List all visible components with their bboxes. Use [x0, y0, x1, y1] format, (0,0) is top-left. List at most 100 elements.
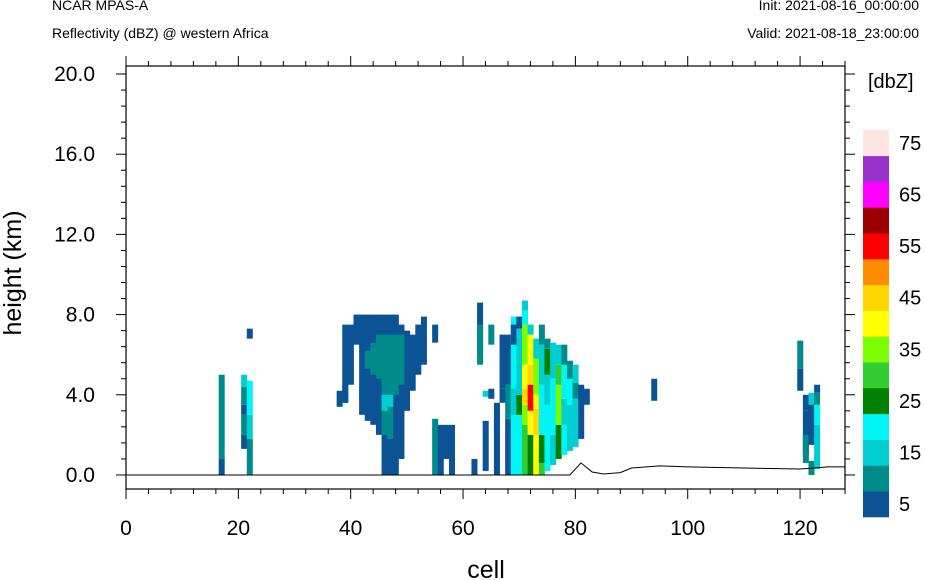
- y-tick-label-4: 16.0: [54, 143, 95, 166]
- reflectivity-cell-59: [510, 324, 517, 345]
- reflectivity-cell-41: [437, 424, 444, 475]
- reflectivity-cell-11: [342, 324, 349, 403]
- reflectivity-cell-52: [499, 388, 506, 403]
- reflectivity-cell-8: [246, 414, 253, 439]
- x-tick-label-5: 100: [670, 517, 705, 540]
- reflectivity-cell-77: [533, 434, 540, 475]
- reflectivity-cell-10: [246, 328, 253, 339]
- reflectivity-cell-110: [651, 378, 658, 401]
- reflectivity-cell-63: [516, 316, 523, 329]
- subtitle-left: Reflectivity (dBZ) @ western Africa: [52, 25, 269, 41]
- reflectivity-cell-84: [538, 384, 545, 435]
- colorbar-swatch-4: [863, 388, 889, 415]
- reflectivity-cell-68: [522, 324, 529, 365]
- x-tick-label-2: 40: [339, 517, 362, 540]
- colorbar-swatch-9: [863, 259, 889, 286]
- reflectivity-cell-13: [336, 390, 343, 407]
- reflectivity-cell-44: [471, 458, 478, 475]
- reflectivity-cell-82: [538, 462, 545, 475]
- reflectivity-cell-42: [443, 424, 450, 459]
- x-tick-label-4: 80: [564, 517, 587, 540]
- reflectivity-cell-121: [814, 392, 821, 405]
- reflectivity-cell-50: [488, 324, 495, 345]
- reflectivity-cell-36: [398, 334, 405, 385]
- reflectivity-cell-30: [364, 350, 371, 369]
- reflectivity-cell-9: [246, 380, 253, 415]
- reflectivity-cell-80: [533, 358, 540, 395]
- reflectivity-cell-96: [555, 364, 562, 385]
- colorbar-swatch-8: [863, 284, 889, 311]
- reflectivity-cell-40: [432, 418, 439, 475]
- reflectivity-cell-65: [522, 404, 529, 425]
- reflectivity-cell-100: [561, 364, 568, 399]
- reflectivity-cell-60: [516, 414, 523, 475]
- reflectivity-cell-7: [246, 438, 253, 475]
- reflectivity-cell-14: [347, 324, 354, 385]
- reflectivity-cell-37: [381, 394, 388, 411]
- x-tick-label-6: 120: [783, 517, 818, 540]
- reflectivity-cell-51: [493, 402, 500, 475]
- reflectivity-cell-47: [482, 420, 489, 471]
- reflectivity-cell-78: [533, 408, 540, 435]
- reflectivity-cell-108: [578, 384, 585, 439]
- reflectivity-cell-54: [505, 418, 512, 475]
- colorbar-swatch-3: [863, 413, 889, 440]
- reflectivity-cell-94: [555, 424, 562, 459]
- reflectivity-cell-86: [538, 324, 545, 345]
- reflectivity-cell-75: [527, 334, 534, 365]
- reflectivity-cell-34: [387, 334, 394, 439]
- x-tick-label-1: 20: [227, 517, 250, 540]
- reflectivity-cell-5: [241, 386, 248, 405]
- reflectivity-cell-119: [814, 424, 821, 469]
- colorbar-swatch-5: [863, 362, 889, 389]
- x-axis-label: cell: [467, 556, 505, 580]
- reflectivity-cell-2: [241, 434, 248, 449]
- reflectivity-cell-93: [550, 342, 557, 379]
- y-tick-label-1: 4.0: [66, 384, 95, 407]
- reflectivity-cell-117: [808, 394, 815, 445]
- reflectivity-cell-46: [477, 324, 484, 365]
- colorbar-swatch-10: [863, 233, 889, 260]
- colorbar-label-4: 45: [899, 288, 921, 310]
- reflectivity-cell-120: [814, 404, 821, 425]
- reflectivity-cell-27: [409, 334, 416, 391]
- reflectivity-cells: [218, 300, 821, 475]
- reflectivity-cell-115: [802, 394, 809, 411]
- reflectivity-cell-0: [218, 458, 225, 475]
- title-left: NCAR MPAS-A: [52, 0, 149, 13]
- reflectivity-cell-88: [544, 374, 551, 405]
- reflectivity-cell-58: [510, 388, 517, 415]
- reflectivity-cell-105: [572, 398, 579, 447]
- reflectivity-cell-18: [359, 314, 366, 415]
- colorbar-swatch-6: [863, 336, 889, 363]
- reflectivity-cell-89: [544, 348, 551, 375]
- colorbar-label-6: 65: [899, 185, 921, 207]
- reflectivity-cell-107: [572, 364, 579, 383]
- y-axis: 0.0 4.0 8.0 12.0 16.0 20.0: [54, 63, 855, 487]
- colorbar-label-2: 25: [899, 391, 921, 413]
- init-time: Init: 2021-08-16_00:00:00: [758, 0, 919, 13]
- reflectivity-cell-38: [387, 394, 394, 407]
- colorbar-unit-label: [dbZ]: [868, 71, 914, 93]
- colorbar-swatch-0: [863, 491, 889, 518]
- reflectivity-cell-26: [404, 330, 411, 411]
- reflectivity-cell-85: [538, 344, 545, 385]
- reflectivity-cell-101: [561, 344, 568, 365]
- reflectivity-cell-87: [544, 404, 551, 471]
- reflectivity-cell-95: [555, 384, 562, 425]
- colorbar-label-3: 35: [899, 339, 921, 361]
- colorbar-label-0: 5: [899, 494, 910, 516]
- reflectivity-cell-111: [797, 368, 804, 391]
- reflectivity-cell-55: [505, 384, 512, 419]
- x-tick-label-0: 0: [120, 517, 132, 540]
- reflectivity-cell-4: [241, 404, 248, 415]
- y-tick-label-3: 12.0: [54, 223, 95, 246]
- reflectivity-cell-76: [527, 324, 534, 335]
- reflectivity-cell-17: [353, 314, 360, 345]
- x-tick-label-3: 60: [451, 517, 474, 540]
- reflectivity-cell-12: [342, 384, 349, 403]
- reflectivity-cell-29: [420, 316, 427, 365]
- reflectivity-cell-49: [488, 388, 495, 399]
- y-tick-label-0: 0.0: [66, 464, 95, 487]
- reflectivity-cell-99: [561, 398, 568, 425]
